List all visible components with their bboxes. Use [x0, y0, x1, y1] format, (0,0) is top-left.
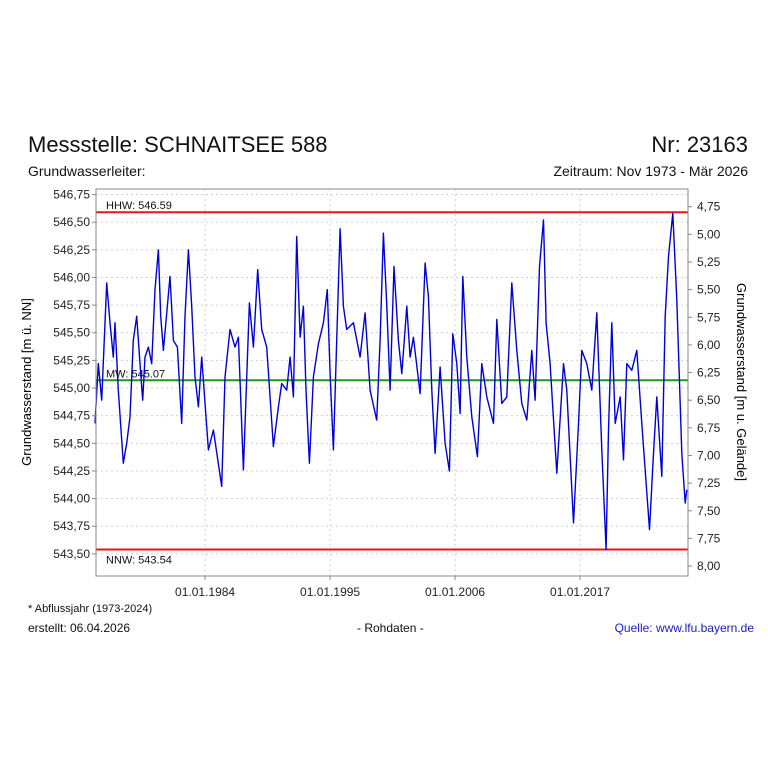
y2-tick-label: 5,00 — [697, 227, 721, 241]
y-tick-label: 544,75 — [53, 409, 90, 423]
y-tick-label: 544,00 — [53, 492, 90, 506]
aquifer-label: Grundwasserleiter: — [28, 163, 146, 179]
y2-tick-label: 8,00 — [697, 559, 721, 573]
created-date: erstellt: 06.04.2026 — [28, 621, 131, 635]
y2-tick-label: 7,25 — [697, 476, 721, 490]
source-link[interactable]: Quelle: www.lfu.bayern.de — [614, 621, 754, 635]
period-label: Zeitraum: Nov 1973 - Mär 2026 — [553, 163, 748, 179]
y2-tick-label: 6,00 — [697, 338, 721, 352]
y-tick-label: 544,50 — [53, 436, 90, 450]
y2-tick-label: 7,50 — [697, 504, 721, 518]
y2-tick-label: 5,75 — [697, 310, 721, 324]
y-tick-label: 545,00 — [53, 381, 90, 395]
x-tick-label: 01.01.2017 — [550, 585, 610, 599]
x-tick-label: 01.01.1995 — [300, 585, 360, 599]
groundwater-level-line — [94, 212, 688, 551]
y-tick-label: 543,50 — [53, 547, 90, 561]
y2-tick-label: 6,75 — [697, 421, 721, 435]
station-number: Nr: 23163 — [651, 132, 748, 157]
y-tick-label: 545,50 — [53, 326, 90, 340]
y2-tick-label: 4,75 — [697, 200, 721, 214]
plot-frame — [95, 188, 689, 577]
y-tick-label: 546,75 — [53, 188, 90, 202]
y2-tick-label: 5,50 — [697, 283, 721, 297]
y-axis-title: Grundwasserstand [m ü. NN] — [19, 298, 34, 466]
y2-tick-label: 6,25 — [697, 366, 721, 380]
y-tick-label: 546,25 — [53, 243, 90, 257]
y-tick-label: 546,50 — [53, 215, 90, 229]
y2-axis-title: Grundwasserstand [m u. Gelände] — [734, 283, 749, 481]
station-title: Messstelle: SCHNAITSEE 588 — [28, 132, 328, 157]
reference-label: NNW: 543.54 — [106, 554, 172, 566]
y-tick-label: 545,25 — [53, 353, 90, 367]
footnote: * Abflussjahr (1973-2024) — [28, 603, 153, 615]
y2-tick-label: 5,25 — [697, 255, 721, 269]
y2-tick-label: 7,75 — [697, 531, 721, 545]
y2-tick-label: 6,50 — [697, 393, 721, 407]
reference-label: MW: 545.07 — [106, 368, 165, 380]
reference-label: HHW: 546.59 — [106, 200, 172, 212]
x-tick-label: 01.01.1984 — [175, 585, 235, 599]
data-kind: - Rohdaten - — [357, 621, 424, 635]
x-tick-label: 01.01.2006 — [425, 585, 485, 599]
y2-tick-label: 7,00 — [697, 448, 721, 462]
y-tick-label: 545,75 — [53, 298, 90, 312]
y-tick-label: 546,00 — [53, 270, 90, 284]
y-tick-label: 544,25 — [53, 464, 90, 478]
y-tick-label: 543,75 — [53, 519, 90, 533]
